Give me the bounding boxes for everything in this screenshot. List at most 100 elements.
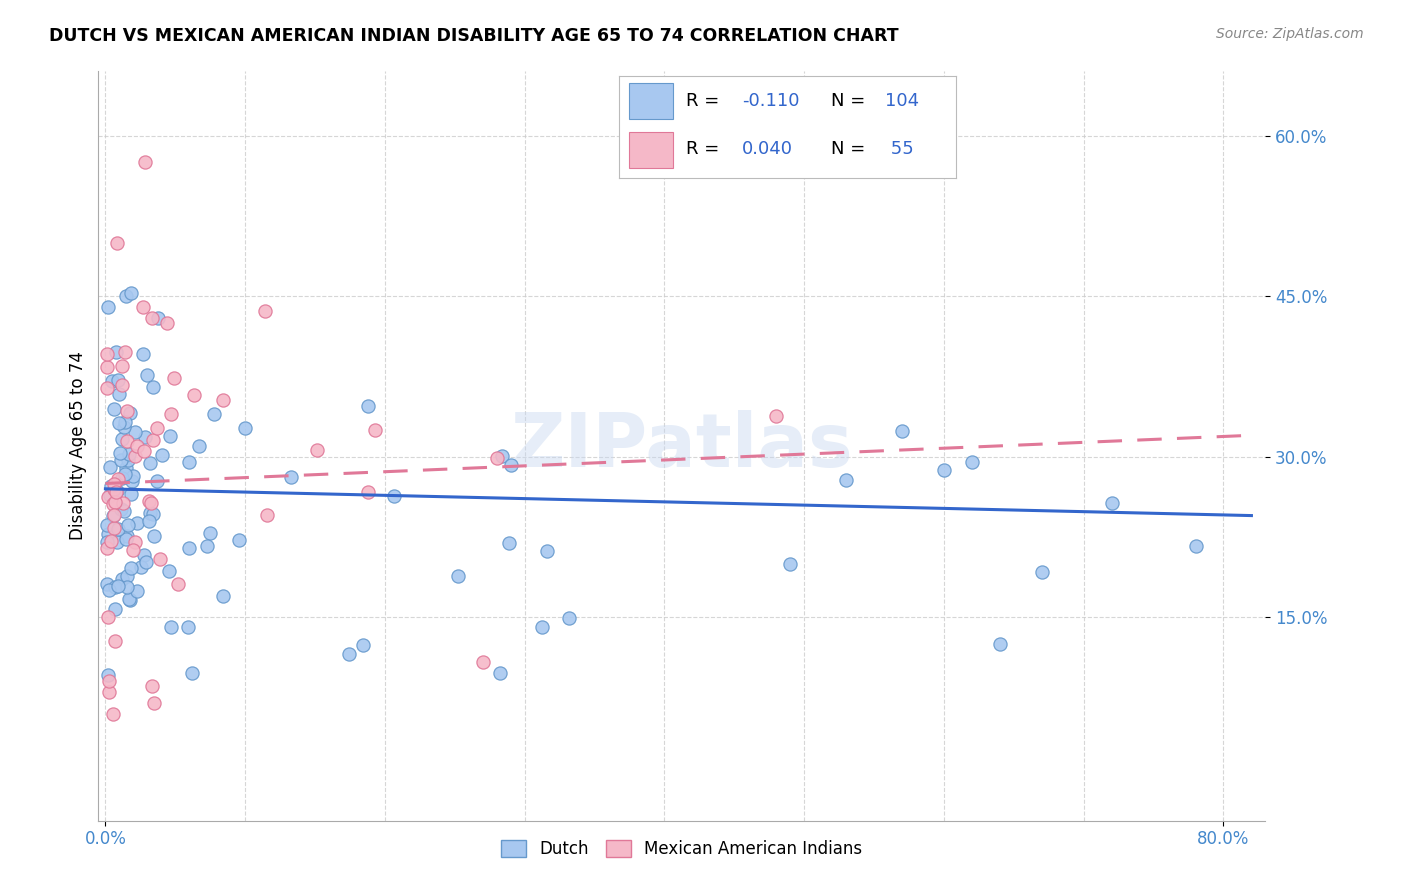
Point <box>115 532 138 546</box>
Point <box>115 434 138 448</box>
Point <box>115 569 138 583</box>
Point <box>108 446 131 460</box>
Point <box>141 679 163 693</box>
Point <box>187 439 209 453</box>
Point <box>97 526 120 541</box>
Point <box>988 637 1011 651</box>
Point <box>100 479 122 493</box>
Point <box>141 496 163 510</box>
Point <box>120 285 142 300</box>
Point <box>132 300 155 314</box>
Point <box>107 522 129 536</box>
Point <box>139 456 162 470</box>
Point <box>382 489 405 503</box>
Point <box>115 580 138 594</box>
Point <box>142 434 165 448</box>
Point <box>122 542 145 557</box>
Point <box>280 470 302 484</box>
Point <box>101 374 124 388</box>
Point <box>103 498 125 512</box>
Point <box>96 347 118 361</box>
Point <box>104 602 127 616</box>
Point <box>134 430 156 444</box>
Point <box>107 373 129 387</box>
Point <box>125 439 148 453</box>
Point <box>142 380 165 394</box>
Point <box>307 443 329 458</box>
Text: DUTCH VS MEXICAN AMERICAN INDIAN DISABILITY AGE 65 TO 74 CORRELATION CHART: DUTCH VS MEXICAN AMERICAN INDIAN DISABIL… <box>49 27 898 45</box>
Point <box>100 534 122 549</box>
Point <box>134 155 156 169</box>
Point <box>558 610 581 624</box>
Point <box>96 359 118 374</box>
Point <box>148 310 170 325</box>
Point <box>98 673 121 688</box>
Point <box>471 655 494 669</box>
Point <box>107 579 129 593</box>
Text: 55: 55 <box>886 140 914 158</box>
Point <box>98 488 121 502</box>
Point <box>183 388 205 402</box>
Point <box>228 533 250 548</box>
Point <box>96 381 118 395</box>
Bar <box>628 83 672 119</box>
Point <box>136 368 159 382</box>
Text: 104: 104 <box>886 92 920 110</box>
Point <box>149 551 172 566</box>
Point <box>104 633 127 648</box>
Point <box>1184 539 1206 553</box>
Point <box>364 423 387 437</box>
Point <box>103 580 125 594</box>
Text: ZIPatlas: ZIPatlas <box>510 409 853 483</box>
Point <box>141 310 163 325</box>
Point <box>125 584 148 599</box>
Point <box>97 582 120 597</box>
Point <box>97 668 120 682</box>
Point <box>114 345 136 359</box>
Point <box>121 474 143 488</box>
Point <box>124 425 146 439</box>
Point <box>103 521 125 535</box>
Point <box>179 455 201 469</box>
Point <box>1031 565 1053 579</box>
Point <box>536 544 558 558</box>
Text: N =: N = <box>831 92 872 110</box>
Point <box>118 591 141 606</box>
Point <box>118 447 141 461</box>
Point <box>96 518 118 533</box>
Point <box>142 696 165 710</box>
Point <box>115 404 138 418</box>
Point <box>356 485 378 500</box>
Point <box>105 485 128 500</box>
Point <box>110 502 132 516</box>
Point <box>107 472 129 486</box>
Point <box>103 508 125 523</box>
Legend: Dutch, Mexican American Indians: Dutch, Mexican American Indians <box>495 833 869 864</box>
Point <box>117 453 139 467</box>
Point <box>103 402 125 417</box>
Point <box>108 416 131 430</box>
Point <box>118 406 141 420</box>
Point <box>132 548 155 562</box>
Point <box>491 449 513 463</box>
Point <box>499 458 522 472</box>
Point <box>1101 496 1123 510</box>
Point <box>531 620 554 634</box>
Point <box>111 359 134 374</box>
Point <box>179 541 201 555</box>
Point <box>157 564 180 578</box>
Point <box>97 610 120 624</box>
Point <box>138 494 160 508</box>
Point <box>159 429 181 443</box>
Point <box>352 638 374 652</box>
Point <box>96 534 118 549</box>
Point <box>103 477 125 491</box>
Point <box>120 486 142 500</box>
Point <box>112 419 135 434</box>
Point <box>447 569 470 583</box>
Point <box>112 504 135 518</box>
Point <box>163 371 186 385</box>
Point <box>765 409 787 423</box>
Point <box>138 514 160 528</box>
Point <box>103 482 125 496</box>
